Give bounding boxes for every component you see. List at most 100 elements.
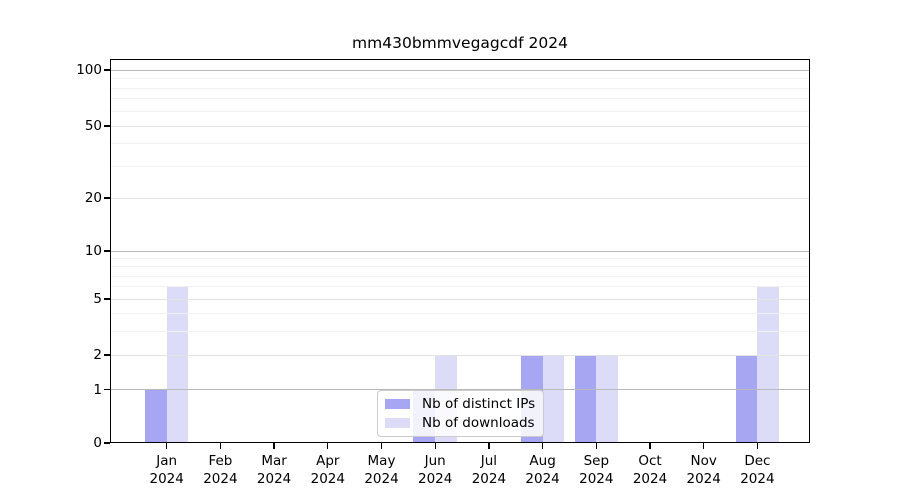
gridline-minor-9 — [110, 258, 810, 260]
x-tick-year: 2024 — [579, 471, 614, 488]
x-tick-mark-feb — [219, 443, 222, 449]
x-tick-month: Nov — [690, 453, 717, 469]
gridline-decade-10 — [110, 250, 810, 252]
gridline-minor-3 — [110, 331, 810, 333]
x-tick-year: 2024 — [471, 471, 507, 488]
gridline-minor-70 — [110, 98, 810, 100]
x-tick-mark-dec — [756, 443, 759, 449]
grid-layer — [110, 59, 810, 443]
gridline-decade-100 — [110, 69, 810, 71]
bar-downloads-jan — [166, 286, 189, 443]
y-tick-label-2: 2 — [93, 347, 102, 363]
bar-distinct-ips-jan — [144, 389, 167, 443]
x-tick-label-dec: Dec 2024 — [717, 452, 797, 488]
x-tick-year: 2024 — [149, 471, 184, 488]
legend-label-distinct-ips: Nb of distinct IPs — [422, 396, 536, 412]
y-tick-mark-20 — [104, 197, 110, 199]
x-tick-label-aug: Aug 2024 — [503, 452, 583, 488]
x-tick-label-jul: Jul 2024 — [449, 452, 529, 488]
x-tick-year: 2024 — [310, 471, 345, 488]
gridline-minor-90 — [110, 78, 810, 80]
x-tick-label-jun: Jun 2024 — [395, 452, 475, 488]
x-tick-month: Jan — [156, 453, 178, 469]
y-tick-label-50: 50 — [84, 118, 102, 134]
x-tick-month: Dec — [744, 453, 771, 469]
x-tick-label-nov: Nov 2024 — [664, 452, 744, 488]
legend-item-distinct-ips: Nb of distinct IPs — [385, 396, 537, 412]
x-tick-mark-aug — [541, 443, 544, 449]
x-tick-month: Oct — [638, 453, 662, 469]
x-tick-year: 2024 — [418, 471, 453, 488]
x-tick-mark-may — [380, 443, 383, 449]
x-tick-mark-apr — [327, 443, 329, 449]
y-tick-label-100: 100 — [76, 62, 102, 78]
gridline-labeled-5 — [110, 298, 810, 300]
y-tick-mark-5 — [104, 298, 110, 300]
bar-downloads-aug — [542, 355, 565, 443]
x-tick-mark-nov — [703, 443, 705, 449]
bars-layer — [110, 59, 810, 443]
legend: Nb of distinct IPs Nb of downloads — [377, 390, 544, 437]
gridline-minor-4 — [110, 313, 810, 315]
x-tick-year: 2024 — [364, 471, 399, 488]
x-tick-month: Aug — [529, 453, 556, 469]
plot-area: Nb of distinct IPs Nb of downloads — [110, 59, 810, 443]
x-tick-mark-oct — [649, 443, 651, 449]
legend-swatch-downloads — [385, 418, 410, 428]
bar-distinct-ips-sep — [574, 355, 597, 443]
x-tick-year: 2024 — [740, 471, 775, 488]
y-tick-label-10: 10 — [84, 243, 102, 259]
gridline-labeled-50 — [110, 125, 810, 127]
y-tick-label-0: 0 — [93, 435, 102, 451]
x-tick-label-apr: Apr 2024 — [288, 452, 368, 488]
x-tick-mark-jul — [488, 443, 490, 449]
gridline-minor-40 — [110, 143, 810, 145]
y-tick-mark-0 — [104, 442, 110, 444]
gridline-minor-8 — [110, 266, 810, 268]
x-tick-month: Apr — [316, 453, 340, 469]
x-tick-mark-mar — [273, 443, 275, 449]
y-tick-mark-1 — [104, 388, 110, 391]
legend-label-downloads: Nb of downloads — [422, 415, 535, 431]
x-tick-label-feb: Feb 2024 — [180, 452, 260, 488]
x-tick-year: 2024 — [686, 471, 721, 488]
gridline-minor-80 — [110, 87, 810, 89]
y-tick-mark-50 — [104, 125, 110, 127]
gridline-decade-1 — [110, 389, 810, 390]
bar-distinct-ips-dec — [735, 355, 758, 443]
y-tick-label-5: 5 — [93, 291, 102, 307]
x-tick-year: 2024 — [632, 471, 668, 488]
y-tick-mark-10 — [104, 250, 110, 252]
y-tick-mark-2 — [104, 354, 110, 356]
x-tick-label-jan: Jan 2024 — [127, 452, 207, 488]
y-tick-label-20: 20 — [84, 190, 102, 206]
x-tick-month: Jun — [424, 453, 446, 469]
x-tick-mark-jun — [434, 443, 436, 449]
x-tick-month: Jul — [480, 453, 498, 469]
gridline-labeled-2 — [110, 354, 810, 356]
x-tick-month: Sep — [583, 453, 610, 469]
x-tick-label-may: May 2024 — [342, 452, 422, 488]
bar-downloads-sep — [596, 355, 619, 443]
x-tick-month: Mar — [261, 453, 287, 469]
x-tick-label-oct: Oct 2024 — [610, 452, 690, 488]
gridline-minor-7 — [110, 275, 810, 277]
gridline-minor-6 — [110, 286, 810, 288]
gridline-minor-60 — [110, 110, 810, 112]
x-tick-month: May — [367, 453, 396, 469]
gridline-labeled-20 — [110, 197, 810, 199]
x-tick-year: 2024 — [525, 471, 560, 488]
x-tick-month: Feb — [208, 453, 233, 469]
x-tick-label-sep: Sep 2024 — [556, 452, 636, 488]
y-tick-mark-100 — [104, 69, 110, 71]
x-tick-year: 2024 — [203, 471, 238, 488]
x-tick-mark-jan — [166, 443, 168, 449]
x-tick-mark-sep — [595, 443, 597, 449]
legend-swatch-distinct-ips — [385, 399, 410, 409]
chart-title: mm430bmmvegagcdf 2024 — [352, 34, 568, 52]
x-tick-label-mar: Mar 2024 — [234, 452, 314, 488]
bar-downloads-dec — [757, 286, 780, 443]
